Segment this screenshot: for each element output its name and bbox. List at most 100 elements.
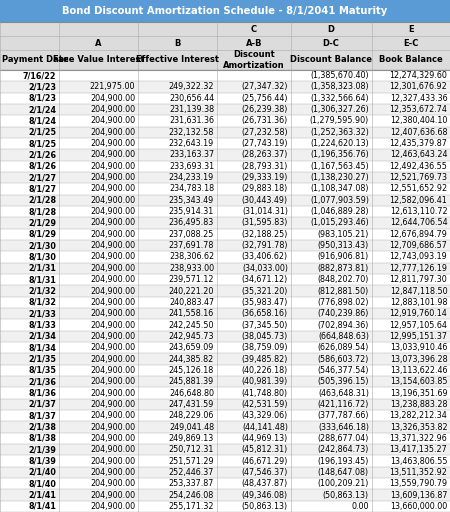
Text: (27,232.58): (27,232.58) [241, 128, 288, 137]
Text: 2/1/26: 2/1/26 [28, 151, 56, 160]
Text: B: B [174, 38, 180, 48]
Text: Book Balance: Book Balance [379, 55, 443, 65]
Text: 204,900.00: 204,900.00 [90, 241, 135, 250]
Text: (148,647.08): (148,647.08) [318, 468, 369, 477]
Text: (33,406.62): (33,406.62) [242, 252, 288, 262]
Text: (1,015,293.46): (1,015,293.46) [310, 219, 369, 227]
Text: 12,492,436.55: 12,492,436.55 [389, 162, 447, 171]
Text: 8/1/38: 8/1/38 [28, 434, 56, 443]
Text: (664,848.63): (664,848.63) [318, 332, 369, 341]
Text: 204,900.00: 204,900.00 [90, 184, 135, 194]
Text: A-B: A-B [245, 38, 262, 48]
Text: (48,437.87): (48,437.87) [242, 479, 288, 488]
Text: 249,869.13: 249,869.13 [169, 434, 214, 443]
Text: 8/1/26: 8/1/26 [28, 162, 56, 171]
Text: 2/1/36: 2/1/36 [28, 377, 56, 386]
Text: 13,660,000.00: 13,660,000.00 [390, 502, 447, 511]
Text: 2/1/30: 2/1/30 [28, 241, 56, 250]
Text: (43,329.06): (43,329.06) [242, 411, 288, 420]
Text: (39,485.82): (39,485.82) [242, 354, 288, 364]
Text: (1,077,903.59): (1,077,903.59) [310, 196, 369, 205]
Text: 13,609,136.87: 13,609,136.87 [390, 490, 447, 500]
Text: 204,900.00: 204,900.00 [90, 139, 135, 148]
Text: (983,105.21): (983,105.21) [318, 230, 369, 239]
Text: (242,864.73): (242,864.73) [318, 445, 369, 454]
Text: 2/1/31: 2/1/31 [28, 264, 56, 273]
Text: 13,463,806.55: 13,463,806.55 [390, 457, 447, 465]
Text: 2/1/25: 2/1/25 [28, 128, 56, 137]
Text: 234,233.19: 234,233.19 [169, 173, 214, 182]
Text: (421,116.72): (421,116.72) [318, 400, 369, 409]
Text: 12,883,101.98: 12,883,101.98 [390, 298, 447, 307]
Text: (37,345.50): (37,345.50) [242, 321, 288, 330]
Text: (50,863.13): (50,863.13) [242, 502, 288, 511]
Text: (31,595.83): (31,595.83) [242, 219, 288, 227]
Text: 8/1/40: 8/1/40 [28, 479, 56, 488]
Text: (196,193.45): (196,193.45) [318, 457, 369, 465]
Text: 204,900.00: 204,900.00 [90, 354, 135, 364]
Text: Face Value Interest: Face Value Interest [53, 55, 144, 65]
Text: C: C [251, 25, 257, 33]
Text: 221,975.00: 221,975.00 [90, 82, 135, 92]
Text: (35,983.47): (35,983.47) [242, 298, 288, 307]
Text: 204,900.00: 204,900.00 [90, 309, 135, 318]
Text: 13,371,322.96: 13,371,322.96 [390, 434, 447, 443]
Text: Bond Discount Amortization Schedule - 8/1/2041 Maturity: Bond Discount Amortization Schedule - 8/… [63, 6, 387, 16]
Text: 253,337.87: 253,337.87 [169, 479, 214, 488]
Text: 204,900.00: 204,900.00 [90, 366, 135, 375]
Text: 204,900.00: 204,900.00 [90, 94, 135, 103]
Text: 12,811,797.30: 12,811,797.30 [390, 275, 447, 284]
Text: 13,196,351.69: 13,196,351.69 [390, 389, 447, 397]
Text: 12,435,379.87: 12,435,379.87 [389, 139, 447, 148]
Text: 238,933.00: 238,933.00 [169, 264, 214, 273]
Text: E: E [408, 25, 414, 33]
Text: (333,646.18): (333,646.18) [318, 422, 369, 432]
Text: (29,883.18): (29,883.18) [242, 184, 288, 194]
Text: (546,377.54): (546,377.54) [317, 366, 369, 375]
Text: (1,358,323.08): (1,358,323.08) [310, 82, 369, 92]
Text: 8/1/39: 8/1/39 [28, 457, 56, 465]
Text: 231,631.36: 231,631.36 [169, 117, 214, 125]
Text: 204,900.00: 204,900.00 [90, 275, 135, 284]
Text: 2/1/32: 2/1/32 [28, 287, 56, 295]
Text: 13,326,353.82: 13,326,353.82 [390, 422, 447, 432]
Text: 242,945.73: 242,945.73 [169, 332, 214, 341]
Text: 204,900.00: 204,900.00 [90, 298, 135, 307]
Text: (812,881.50): (812,881.50) [318, 287, 369, 295]
Text: 12,274,329.60: 12,274,329.60 [389, 71, 447, 80]
Text: 12,521,769.73: 12,521,769.73 [389, 173, 447, 182]
Text: 204,900.00: 204,900.00 [90, 230, 135, 239]
Text: 204,900.00: 204,900.00 [90, 105, 135, 114]
Text: 204,900.00: 204,900.00 [90, 196, 135, 205]
Text: 235,914.31: 235,914.31 [169, 207, 214, 216]
Text: 13,282,212.34: 13,282,212.34 [390, 411, 447, 420]
Text: 12,353,672.74: 12,353,672.74 [389, 105, 447, 114]
Text: 13,073,396.28: 13,073,396.28 [390, 354, 447, 364]
Text: 8/1/25: 8/1/25 [28, 139, 56, 148]
Text: 239,571.12: 239,571.12 [169, 275, 214, 284]
Text: (1,167,563.45): (1,167,563.45) [310, 162, 369, 171]
Text: (38,045.73): (38,045.73) [242, 332, 288, 341]
Text: 8/1/27: 8/1/27 [28, 184, 56, 194]
Text: 204,900.00: 204,900.00 [90, 490, 135, 500]
Text: 8/1/37: 8/1/37 [28, 411, 56, 420]
Text: (46,671.29): (46,671.29) [242, 457, 288, 465]
Text: (28,793.31): (28,793.31) [242, 162, 288, 171]
Text: 12,847,118.50: 12,847,118.50 [390, 287, 447, 295]
Text: 204,900.00: 204,900.00 [90, 207, 135, 216]
Text: 232,132.58: 232,132.58 [169, 128, 214, 137]
Text: 12,743,093.19: 12,743,093.19 [390, 252, 447, 262]
Text: 242,245.50: 242,245.50 [169, 321, 214, 330]
Text: 13,511,352.92: 13,511,352.92 [389, 468, 447, 477]
Text: 236,495.83: 236,495.83 [169, 219, 214, 227]
Text: D-C: D-C [323, 38, 340, 48]
Text: 204,900.00: 204,900.00 [90, 479, 135, 488]
Text: 232,643.19: 232,643.19 [169, 139, 214, 148]
Text: (27,347.32): (27,347.32) [242, 82, 288, 92]
Text: 252,446.37: 252,446.37 [169, 468, 214, 477]
Text: A: A [95, 38, 102, 48]
Text: 8/1/34: 8/1/34 [28, 343, 56, 352]
Text: Effective Interest: Effective Interest [136, 55, 219, 65]
Text: (40,981.39): (40,981.39) [242, 377, 288, 386]
Text: 204,900.00: 204,900.00 [90, 377, 135, 386]
